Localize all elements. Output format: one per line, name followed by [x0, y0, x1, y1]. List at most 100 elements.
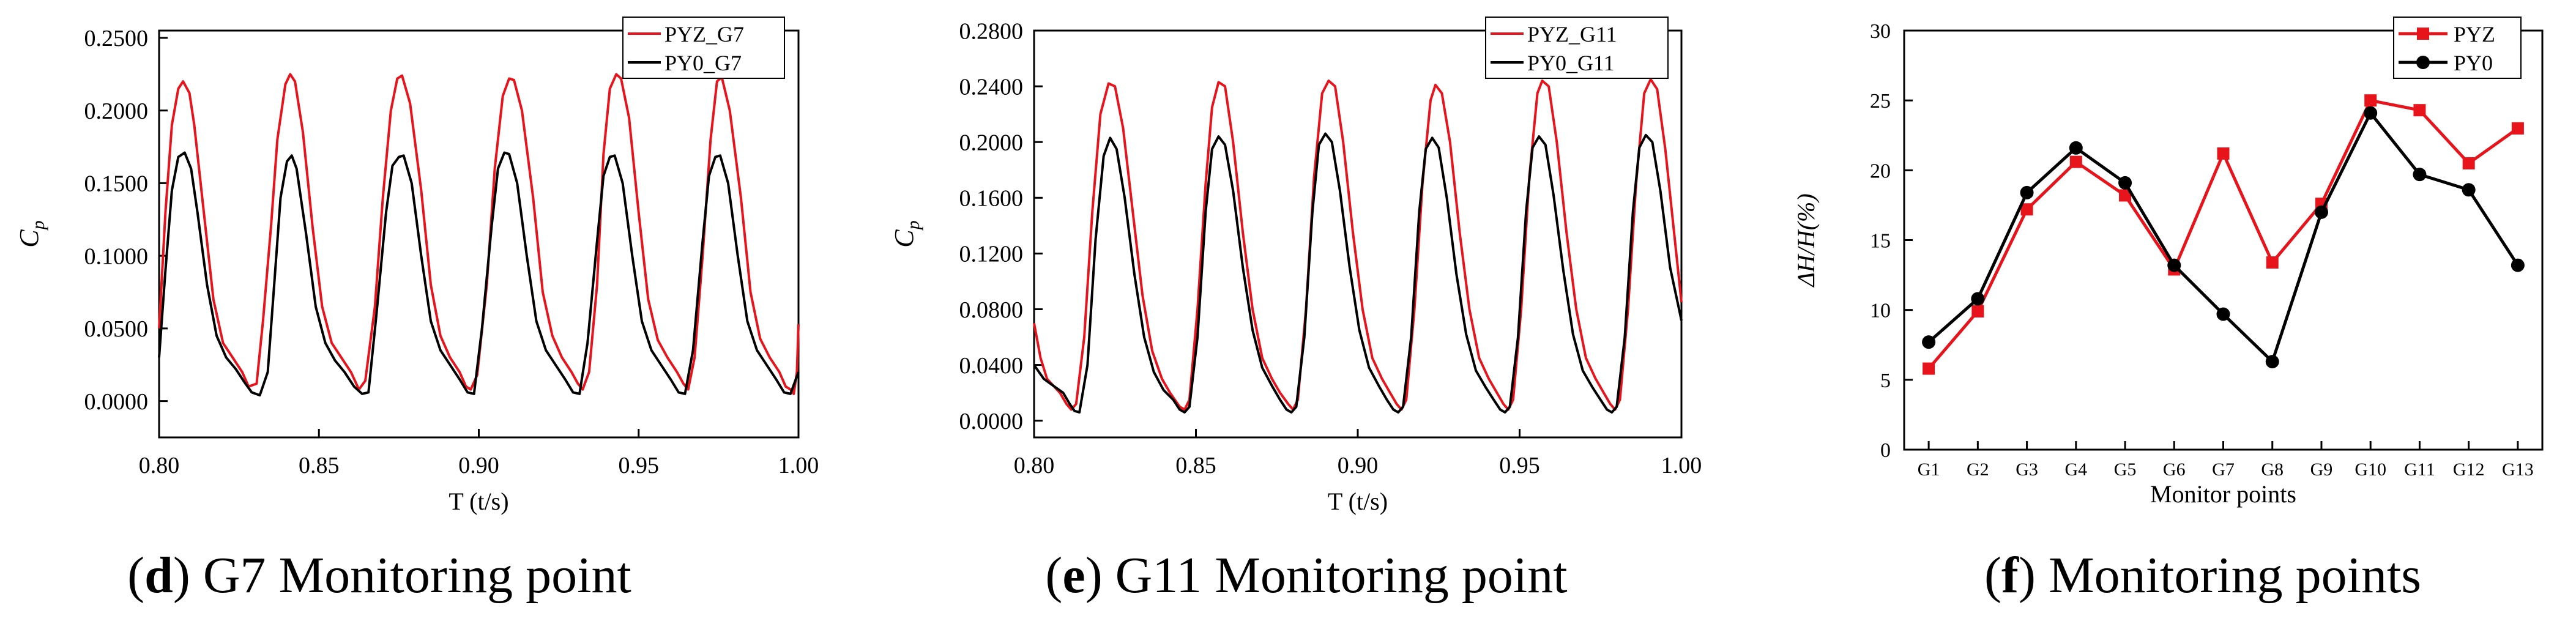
legend-marker — [2417, 28, 2429, 40]
y-tick-label: 0.0000 — [84, 389, 149, 415]
point-py0-g3 — [2020, 185, 2034, 199]
x-tick-label: 0.90 — [458, 453, 499, 478]
caption-f-letter: f — [2001, 547, 2019, 604]
y-tick-label: 25 — [1870, 90, 1891, 113]
point-pyz-g4 — [2069, 155, 2082, 168]
legend-box — [1485, 17, 1669, 79]
caption-e-text: G11 Monitoring point — [1103, 547, 1568, 604]
legend-label: PYZ_G7 — [664, 22, 744, 46]
y-tick-label: 0.0500 — [84, 316, 149, 342]
point-pyz-g3 — [2020, 203, 2033, 216]
legend-box — [622, 17, 785, 79]
x-axis-title: T (t/s) — [449, 488, 508, 515]
x-tick-label: 0.85 — [1175, 453, 1216, 478]
y-axis-title: Cp — [14, 220, 48, 247]
caption-d-text: G7 Monitoring point — [190, 547, 631, 604]
x-tick-label: G6 — [2163, 459, 2186, 480]
point-py0-g9 — [2314, 205, 2328, 219]
point-pyz-g12 — [2462, 157, 2475, 169]
legend-marker — [2416, 56, 2430, 69]
point-pyz-g11 — [2413, 104, 2426, 117]
y-tick-label: 20 — [1870, 160, 1891, 182]
plot-frame — [1903, 29, 2544, 451]
legend-box — [2393, 17, 2522, 79]
y-tick-label: 0.0800 — [959, 297, 1024, 323]
point-py0-g4 — [2069, 141, 2083, 155]
point-pyz-g7 — [2217, 147, 2230, 160]
series-line-py0-g7 — [158, 151, 800, 397]
series-line-pyz-g11 — [1033, 78, 1683, 411]
y-tick-label: 0.2800 — [959, 18, 1024, 44]
caption-d: (d) G7 Monitoring point — [127, 547, 631, 604]
x-tick-label: 1.00 — [1661, 453, 1702, 478]
y-tick-label: 30 — [1870, 20, 1891, 43]
x-axis-title: Monitor points — [2150, 480, 2296, 508]
x-tick-label: G4 — [2064, 459, 2087, 480]
point-py0-g6 — [2167, 258, 2181, 272]
series-line-pyz — [1927, 98, 2519, 370]
y-tick-label: 5 — [1880, 370, 1891, 392]
panel-f-monitor-points-chart: 0 5 10 15 20 25 30 G1 G2 G3 G4 G5 G6 G7 G8 G9 G10 G11 G12 G… — [1792, 17, 2544, 508]
y-tick-label: 0.0000 — [959, 409, 1024, 434]
x-tick-label: 1.00 — [778, 453, 819, 478]
x-tick-label: G10 — [2355, 459, 2386, 480]
point-py0-g13 — [2511, 258, 2525, 272]
y-tick-label: 0.2000 — [959, 130, 1024, 155]
x-tick-label: G5 — [2114, 459, 2137, 480]
y-tick-label: 0.2500 — [84, 26, 149, 51]
y-axis-title: ΔH/H(%) — [1792, 193, 1820, 288]
point-pyz-g5 — [2119, 189, 2132, 202]
x-tick-label: G8 — [2261, 459, 2284, 480]
y-tick-label: 0.0400 — [959, 353, 1024, 379]
legend-label: PY0_G7 — [664, 51, 742, 75]
panel-e-g11-chart: 0.0000 0.0400 0.0800 0.1200 0.1600 0.2000 0.24… — [889, 17, 1702, 515]
x-tick-label: G2 — [1967, 459, 1989, 480]
point-py0-g11 — [2413, 168, 2427, 182]
point-py0-g7 — [2216, 307, 2230, 321]
y-tick-label: 0.1000 — [84, 243, 149, 269]
y-axis-title: Cp — [889, 220, 923, 247]
series-line-py0-g11 — [1033, 132, 1683, 414]
point-py0-g10 — [2364, 106, 2378, 120]
point-pyz-g8 — [2266, 256, 2279, 269]
point-py0-g12 — [2462, 183, 2476, 197]
caption-f: (f) Monitoring points — [1984, 547, 2421, 604]
caption-d-letter: d — [144, 547, 173, 604]
y-tick-label: 0.2000 — [84, 98, 149, 124]
y-tick-label: 0.2400 — [959, 74, 1024, 100]
x-tick-label: 0.85 — [299, 453, 340, 478]
caption-f-text: Monitoring points — [2036, 547, 2421, 604]
x-tick-label: 0.80 — [1014, 453, 1055, 478]
point-py0-g2 — [1971, 292, 1985, 306]
y-tick-label: 0.1200 — [959, 242, 1024, 267]
y-axis-title-subscript: p — [28, 220, 48, 231]
point-py0-g5 — [2118, 176, 2132, 190]
point-py0-g8 — [2265, 355, 2279, 369]
x-tick-label: G9 — [2310, 459, 2333, 480]
x-tick-label: G12 — [2453, 459, 2485, 480]
legend-label: PYZ — [2454, 22, 2495, 46]
caption-e: (e) G11 Monitoring point — [1045, 547, 1567, 604]
point-py0-g1 — [1922, 335, 1936, 349]
x-tick-label: 0.80 — [139, 453, 180, 478]
y-tick-label: 15 — [1870, 230, 1891, 253]
x-tick-label: 0.95 — [619, 453, 660, 478]
x-tick-label: 0.95 — [1499, 453, 1540, 478]
x-tick-label: G3 — [2016, 459, 2038, 480]
x-axis-title: T (t/s) — [1328, 488, 1388, 515]
legend-label: PY0 — [2454, 51, 2493, 75]
x-tick-label: G7 — [2212, 459, 2235, 480]
y-tick-label: 10 — [1870, 300, 1891, 322]
y-axis-title-subscript: p — [903, 220, 923, 231]
legend-label: PY0_G11 — [1527, 51, 1615, 75]
point-pyz-g2 — [1971, 305, 1984, 318]
point-pyz-g13 — [2511, 122, 2524, 135]
y-tick-label: 0 — [1880, 439, 1891, 462]
x-tick-label: G13 — [2502, 459, 2534, 480]
x-tick-label: 0.90 — [1338, 453, 1379, 478]
x-tick-label: G11 — [2404, 459, 2435, 480]
legend-label: PYZ_G11 — [1527, 22, 1617, 46]
point-pyz-g10 — [2364, 94, 2377, 107]
panel-d-g7-chart: 0.0000 0.0500 0.1000 0.1500 0.2000 0.2500 0.80… — [14, 17, 819, 515]
